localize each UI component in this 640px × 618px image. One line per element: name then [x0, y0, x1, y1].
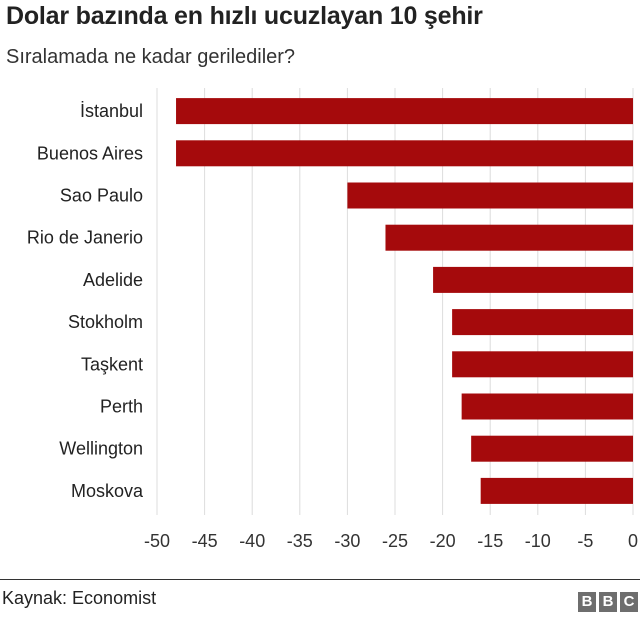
bar — [452, 309, 633, 336]
x-tick-label: -45 — [192, 531, 218, 551]
category-label: Stokholm — [68, 312, 143, 332]
bar — [433, 266, 633, 293]
x-tick-label: 0 — [628, 531, 638, 551]
bbc-logo-letter: B — [599, 592, 617, 612]
bar — [471, 435, 633, 462]
x-tick-label: -25 — [382, 531, 408, 551]
bar — [347, 182, 633, 209]
chart-subtitle: Sıralamada ne kadar gerilediler? — [6, 46, 296, 68]
bar — [176, 98, 634, 125]
category-label: Rio de Janerio — [27, 228, 143, 248]
bbc-logo-letter: B — [578, 592, 596, 612]
x-tick-label: -30 — [334, 531, 360, 551]
bar-chart: -50 -45 -40 -35 -30 -25 -20 -15 -10 -5 0İstanbulBu… — [27, 88, 638, 551]
bar — [452, 351, 633, 378]
bar — [176, 140, 634, 167]
x-tick-label: -35 — [287, 531, 313, 551]
x-tick-label: -20 — [430, 531, 456, 551]
x-tick-label: -40 — [239, 531, 265, 551]
x-tick-label: -50 — [144, 531, 170, 551]
bar — [385, 224, 633, 251]
category-label: İstanbul — [80, 101, 143, 121]
category-label: Buenos Aires — [37, 143, 143, 163]
bar — [480, 477, 633, 504]
category-label: Moskova — [71, 481, 144, 501]
chart-title: Dolar bazında en hızlı ucuzlayan 10 şehi… — [6, 2, 483, 30]
category-label: Perth — [100, 397, 143, 417]
category-label: Sao Paulo — [60, 186, 143, 206]
category-label: Taşkent — [81, 354, 143, 374]
bar — [461, 393, 633, 420]
category-label: Adelide — [83, 270, 143, 290]
bbc-logo-letter: C — [620, 592, 638, 612]
bbc-logo: B B C — [578, 592, 638, 612]
x-tick-label: -5 — [577, 531, 593, 551]
x-tick-label: -10 — [525, 531, 551, 551]
x-tick-label: -15 — [477, 531, 503, 551]
footer-divider — [0, 579, 640, 580]
category-label: Wellington — [59, 439, 143, 459]
source-note: Kaynak: Economist — [2, 588, 157, 608]
